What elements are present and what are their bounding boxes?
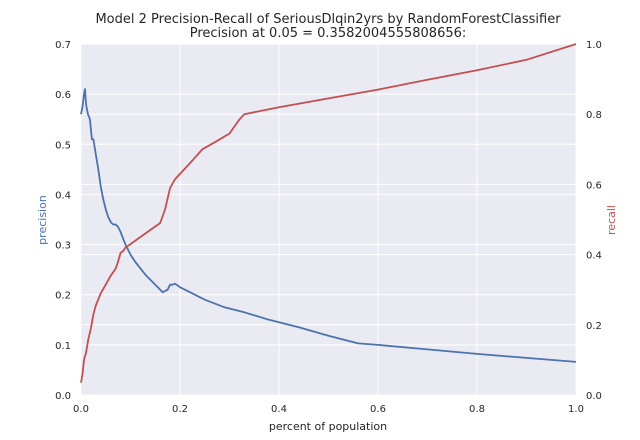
y-left-tick-label: 0.0 <box>55 391 71 402</box>
y-left-tick-label: 0.4 <box>55 190 71 201</box>
x-tick-label: 0.0 <box>73 404 89 415</box>
y-right-tick-label: 0.8 <box>586 110 602 121</box>
series-layer <box>80 43 577 383</box>
x-axis-label: percent of population <box>269 420 387 433</box>
chart-subtitle: Precision at 0.05 = 0.3582004555808656: <box>190 26 467 41</box>
y-left-tick-label: 0.5 <box>55 140 71 151</box>
grid-lines <box>80 43 577 396</box>
y-left-tick-label: 0.3 <box>55 241 71 252</box>
y-right-tick-label: 0.6 <box>586 180 602 191</box>
y-axis-left-label: precision <box>36 195 49 245</box>
x-tick-label: 1.0 <box>568 404 584 415</box>
y-right-tick-label: 0.2 <box>586 321 602 332</box>
chart-title: Model 2 Precision-Recall of SeriousDlqin… <box>95 12 561 27</box>
y-left-tick-label: 0.1 <box>55 341 71 352</box>
y-right-tick-label: 0.0 <box>586 391 602 402</box>
x-tick-label: 0.2 <box>172 404 188 415</box>
tick-labels: 0.0 0.2 0.4 0.6 0.8 1.00.00.10.20.30.40.50.60… <box>55 40 602 415</box>
x-tick-label: 0.4 <box>271 404 287 415</box>
y-left-tick-label: 0.2 <box>55 291 71 302</box>
y-axis-right-label: recall <box>605 205 618 235</box>
y-right-tick-label: 1.0 <box>586 40 602 51</box>
plot-area <box>81 44 576 395</box>
y-right-tick-label: 0.4 <box>586 251 602 262</box>
precision-line <box>80 88 577 363</box>
recall-line <box>80 43 577 383</box>
x-tick-label: 0.8 <box>469 404 485 415</box>
x-tick-label: 0.6 <box>370 404 386 415</box>
y-left-tick-label: 0.7 <box>55 40 71 51</box>
y-left-tick-label: 0.6 <box>55 90 71 101</box>
